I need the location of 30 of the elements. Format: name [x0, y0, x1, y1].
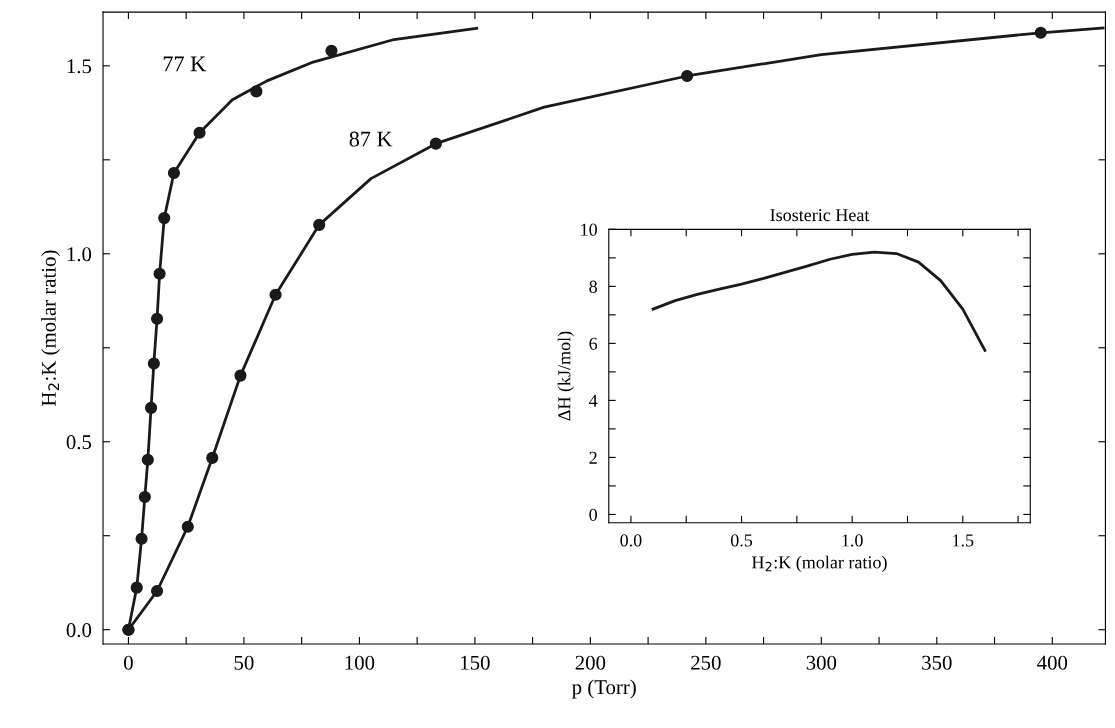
y-tick-label: 1.5 — [67, 59, 92, 74]
x-axis-title: p (Torr) — [572, 679, 636, 699]
x-tick-label: 0.0 — [620, 534, 642, 547]
x-tick-label: 400 — [1037, 655, 1068, 670]
y-tick-label: 0 — [589, 508, 597, 521]
y-tick-label: 6 — [589, 337, 598, 350]
y-tick-label: 4 — [589, 394, 598, 407]
x-tick-label: 1.5 — [953, 534, 974, 547]
x-tick-label: 350 — [922, 655, 952, 670]
x-tick-label: 50 — [234, 655, 254, 670]
x-tick-label: 0 — [124, 655, 133, 670]
x-tick-label: 100 — [345, 655, 375, 670]
y-tick-label: 1.0 — [67, 247, 92, 262]
x-tick-label: 200 — [575, 655, 606, 670]
annotation: 87 K — [349, 131, 393, 147]
x-tick-label: 0.5 — [730, 534, 753, 547]
y-tick-label: 0.5 — [66, 435, 92, 450]
y-tick-label: 8 — [589, 280, 597, 293]
y-tick-label: 2 — [589, 451, 597, 464]
x-tick-label: 300 — [806, 655, 837, 670]
y-axis-title: ΔH (kJ/mol) — [557, 331, 575, 421]
y-tick-label: 0.0 — [66, 623, 92, 638]
annotation: 77 K — [163, 56, 206, 72]
y-axis-title: H$_{2}$:K (molar ratio) — [41, 250, 61, 406]
x-tick-label: 1.0 — [842, 534, 863, 547]
chart-title: Isosteric Heat — [770, 209, 870, 222]
x-tick-label: 150 — [461, 655, 490, 670]
y-tick-label: 10 — [581, 223, 597, 236]
x-axis-title: H$_{2}$:K (molar ratio) — [751, 555, 887, 573]
x-tick-label: 250 — [691, 655, 721, 670]
